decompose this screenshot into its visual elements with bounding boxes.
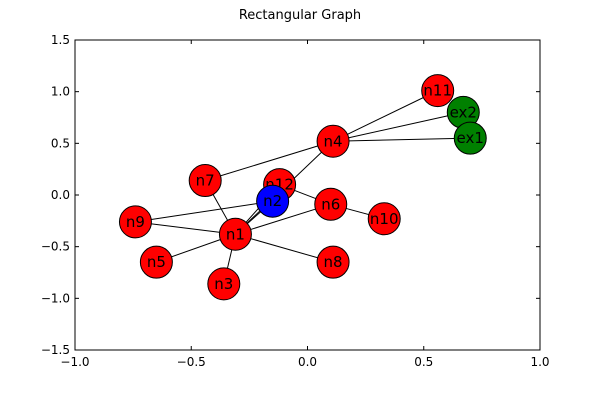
node-marker-n1 (218, 217, 252, 251)
edge-n4-ex1 (333, 137, 471, 142)
y-tick-label: −1.5 (41, 343, 70, 357)
x-tick-label: 0.0 (298, 355, 317, 369)
node-marker-n11 (421, 74, 455, 108)
node-marker-n8 (316, 245, 350, 279)
node-ex1: ex1 (453, 121, 487, 155)
edge-n4-n11 (332, 90, 438, 142)
x-tick-label: 0.5 (414, 355, 433, 369)
node-label-n5: n5 (147, 253, 166, 271)
x-tick-label: −1.0 (60, 355, 89, 369)
node-label-n1: n1 (226, 225, 245, 243)
node-n8: n8 (316, 245, 350, 279)
node-label-n8: n8 (324, 253, 343, 271)
y-tick-label: 0.0 (51, 188, 70, 202)
node-marker-n5 (139, 245, 173, 279)
chart-title: Rectangular Graph (239, 8, 361, 23)
node-n10: n10 (367, 202, 401, 236)
node-marker-n7 (188, 164, 222, 198)
edge-n6-n1 (235, 203, 331, 235)
node-n3: n3 (207, 267, 241, 301)
edge-n4-n7 (205, 140, 334, 182)
node-marker-n6 (314, 187, 348, 221)
node-marker-n9 (118, 205, 152, 239)
edge-n4-ex2 (332, 111, 464, 142)
node-n9: n9 (118, 205, 152, 239)
edge-n1-n8 (235, 233, 334, 263)
ticks-layer: −1.0 −0.5 0.0 0.5 1.01.51.00.50.0−0.5−1.0−1.… (41, 33, 550, 369)
node-n5: n5 (139, 245, 173, 279)
node-label-ex2: ex2 (450, 103, 477, 121)
node-label-n3: n3 (214, 275, 233, 293)
x-tick-label: 1.0 (530, 355, 549, 369)
edge-n2-n9 (135, 200, 273, 223)
node-label-ex1: ex1 (457, 129, 484, 147)
node-label-n6: n6 (321, 195, 340, 213)
node-marker-ex1 (453, 121, 487, 155)
y-tick-label: 0.5 (51, 136, 70, 150)
y-tick-label: −0.5 (41, 240, 70, 254)
node-label-n7: n7 (196, 172, 215, 190)
x-tick-label: −0.5 (177, 355, 206, 369)
node-n2: n2 (256, 184, 290, 218)
node-n7: n7 (188, 164, 222, 198)
node-label-n10: n10 (370, 210, 399, 228)
node-label-n4: n4 (324, 132, 343, 150)
node-label-n9: n9 (126, 213, 145, 231)
node-n11: n11 (421, 74, 455, 108)
node-marker-n2 (256, 184, 290, 218)
node-label-n2: n2 (263, 192, 282, 210)
edges-layer (135, 90, 471, 284)
node-label-n11: n11 (423, 82, 452, 100)
node-n6: n6 (314, 187, 348, 221)
edge-n9-n1 (135, 221, 236, 235)
node-marker-n4 (316, 124, 350, 158)
y-tick-label: 1.5 (51, 33, 70, 47)
node-n4: n4 (316, 124, 350, 158)
node-ex2: ex2 (446, 95, 480, 129)
y-tick-label: 1.0 (51, 85, 70, 99)
node-marker-n3 (207, 267, 241, 301)
node-n1: n1 (218, 217, 252, 251)
node-marker-n10 (367, 202, 401, 236)
y-tick-label: −1.0 (41, 291, 70, 305)
